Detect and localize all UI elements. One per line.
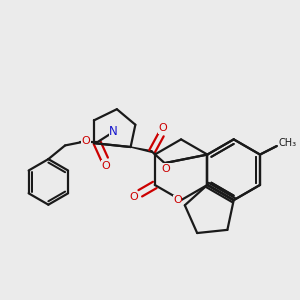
Text: N: N (109, 125, 118, 138)
Text: O: O (162, 164, 170, 174)
Polygon shape (130, 147, 152, 152)
Text: CH₃: CH₃ (278, 138, 296, 148)
Text: O: O (81, 136, 90, 146)
Text: O: O (158, 123, 167, 133)
Text: CH₃: CH₃ (278, 138, 296, 148)
Text: O: O (129, 192, 138, 202)
Text: O: O (173, 195, 182, 205)
Text: O: O (102, 161, 110, 171)
